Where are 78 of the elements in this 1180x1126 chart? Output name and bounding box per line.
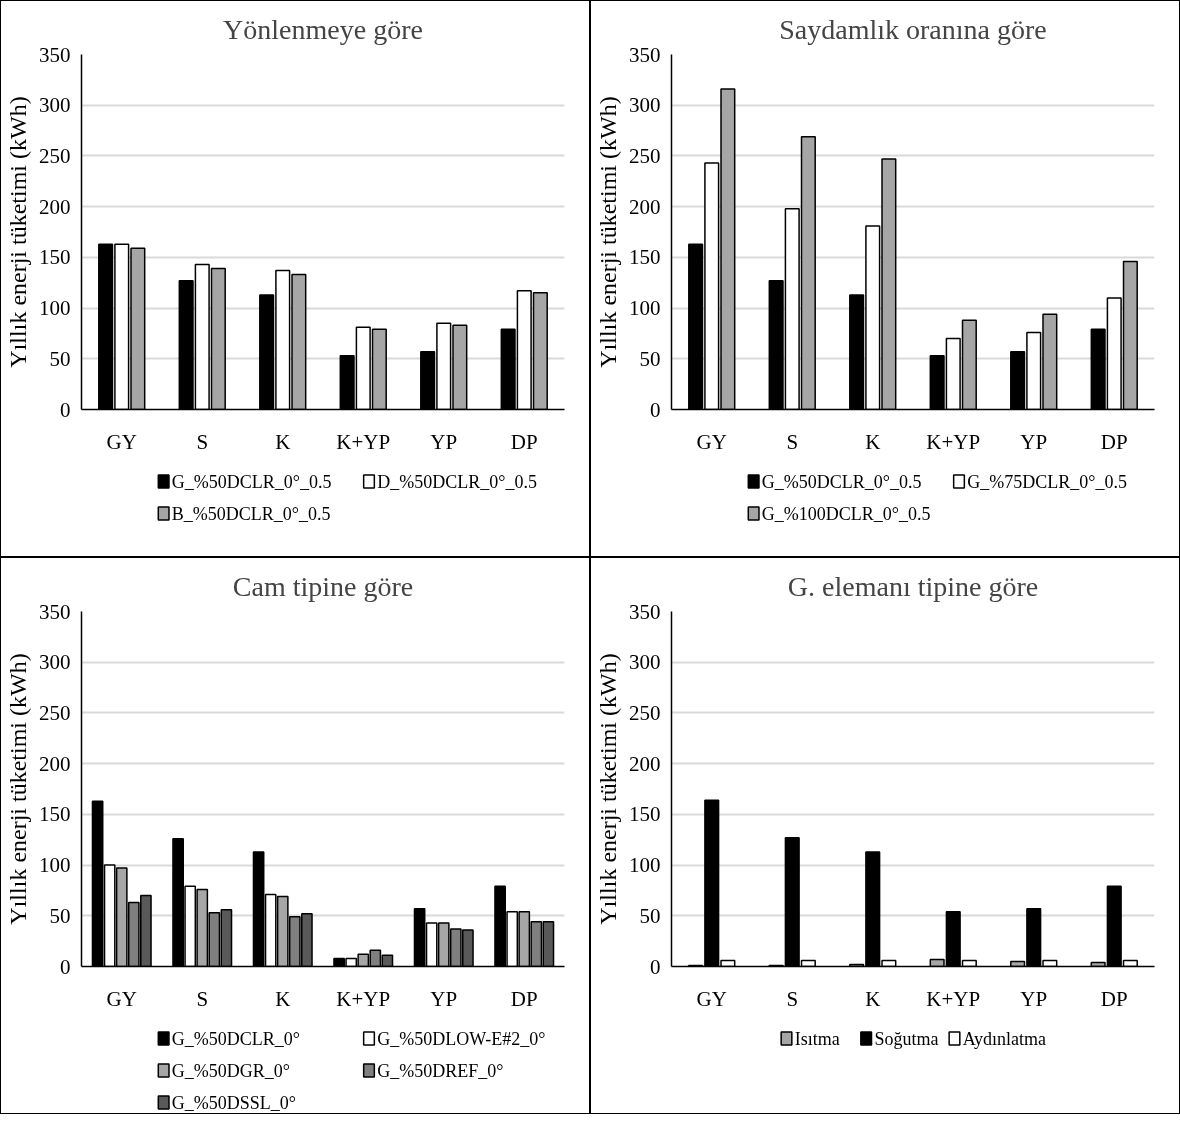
y-tick-label: 100 xyxy=(629,853,661,878)
x-tick-label: YP xyxy=(430,429,458,454)
legend-label: G_%50DLOW-E#2_0° xyxy=(377,1028,546,1049)
y-tick-label: 200 xyxy=(629,751,661,776)
x-tick-label: S xyxy=(786,986,799,1011)
legend-label: G_%75DCLR_0°_0.5 xyxy=(967,471,1127,492)
chart-title: Cam tipine göre xyxy=(232,570,414,602)
legend-label: G_%50DCLR_0°_0.5 xyxy=(761,471,922,492)
y-axis-title: Yıllık enerji tüketimi (kWh) xyxy=(595,96,621,368)
y-tick-label: 0 xyxy=(60,397,71,422)
y-tick-label: 100 xyxy=(39,296,71,321)
y-tick-label: 0 xyxy=(650,954,661,979)
x-tick-label: DP xyxy=(1100,986,1128,1011)
y-tick-label: 150 xyxy=(39,802,71,827)
chart-title: Saydamlık oranına göre xyxy=(779,13,1047,45)
y-tick-label: 150 xyxy=(629,802,661,827)
x-tick-label: YP xyxy=(1020,429,1048,454)
x-tick-label: YP xyxy=(1020,986,1048,1011)
x-tick-label: GY xyxy=(696,986,727,1011)
x-tick-label: S xyxy=(786,429,799,454)
legend-label: B_%50DCLR_0°_0.5 xyxy=(171,503,331,524)
x-tick-label: GY xyxy=(106,986,137,1011)
y-axis-title: Yıllık enerji tüketimi (kWh) xyxy=(5,96,31,368)
y-tick-label: 250 xyxy=(39,700,71,725)
y-axis-title: Yıllık enerji tüketimi (kWh) xyxy=(5,653,31,925)
x-tick-label: K xyxy=(865,986,881,1011)
y-tick-label: 0 xyxy=(650,397,661,422)
y-tick-label: 50 xyxy=(639,903,661,928)
x-tick-label: K xyxy=(275,986,291,1011)
x-tick-label: K+YP xyxy=(336,986,391,1011)
x-tick-label: GY xyxy=(106,429,137,454)
x-tick-label: S xyxy=(196,986,209,1011)
legend-label: G_%50DCLR_0°_0.5 xyxy=(171,471,332,492)
y-tick-label: 350 xyxy=(629,599,661,624)
y-tick-label: 250 xyxy=(39,143,71,168)
y-tick-label: 350 xyxy=(39,42,71,67)
y-tick-label: 350 xyxy=(39,599,71,624)
x-tick-label: K+YP xyxy=(336,429,391,454)
y-tick-label: 50 xyxy=(49,903,71,928)
y-tick-label: 200 xyxy=(629,194,661,219)
legend-label: D_%50DCLR_0°_0.5 xyxy=(377,471,537,492)
x-tick-label: K+YP xyxy=(926,986,981,1011)
x-tick-label: S xyxy=(196,429,209,454)
y-tick-label: 250 xyxy=(629,143,661,168)
legend-label: Aydınlatma xyxy=(962,1028,1047,1049)
y-tick-label: 300 xyxy=(629,93,661,118)
y-tick-label: 300 xyxy=(39,650,71,675)
legend-label: G_%50DSSL_0° xyxy=(171,1092,297,1113)
legend-label: G_%50DGR_0° xyxy=(171,1060,291,1081)
legend-label: G_%50DCLR_0° xyxy=(171,1028,301,1049)
x-tick-label: GY xyxy=(696,429,727,454)
y-tick-label: 100 xyxy=(39,853,71,878)
legend-label: G_%50DREF_0° xyxy=(377,1060,504,1081)
y-tick-label: 0 xyxy=(60,954,71,979)
y-tick-label: 300 xyxy=(39,93,71,118)
x-tick-label: DP xyxy=(510,986,538,1011)
x-tick-label: K xyxy=(865,429,881,454)
y-tick-label: 300 xyxy=(629,650,661,675)
y-tick-label: 150 xyxy=(629,245,661,270)
y-tick-label: 200 xyxy=(39,751,71,776)
y-tick-label: 100 xyxy=(629,296,661,321)
x-tick-label: YP xyxy=(430,986,458,1011)
x-tick-label: DP xyxy=(1100,429,1128,454)
chart-title: Yönlenmeye göre xyxy=(223,13,423,45)
y-tick-label: 50 xyxy=(639,346,661,371)
legend-label: Soğutma xyxy=(874,1028,939,1049)
y-tick-label: 250 xyxy=(629,700,661,725)
legend-label: G_%100DCLR_0°_0.5 xyxy=(761,503,931,524)
y-tick-label: 150 xyxy=(39,245,71,270)
x-tick-label: K xyxy=(275,429,291,454)
y-tick-label: 350 xyxy=(629,42,661,67)
x-tick-label: DP xyxy=(510,429,538,454)
chart-title: G. elemanı tipine göre xyxy=(787,570,1039,602)
legend-label: Isıtma xyxy=(794,1028,840,1049)
y-axis-title: Yıllık enerji tüketimi (kWh) xyxy=(595,653,621,925)
x-tick-label: K+YP xyxy=(926,429,981,454)
y-tick-label: 200 xyxy=(39,194,71,219)
y-tick-label: 50 xyxy=(49,346,71,371)
